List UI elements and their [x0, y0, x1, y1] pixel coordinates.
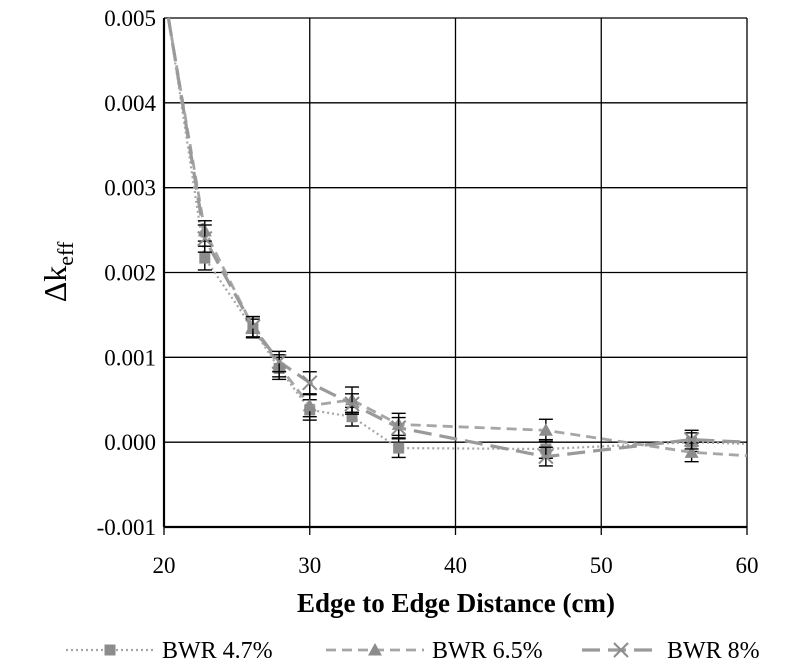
x-marker-stroke: [344, 396, 360, 412]
y-tick-label: 0.000: [104, 430, 156, 455]
legend-marker: [613, 642, 629, 658]
x-tick-label: 20: [153, 553, 176, 578]
series-3: [166, 17, 748, 467]
series-line: [166, 17, 748, 459]
data-point: [346, 411, 358, 423]
legend-item-1: BWR 4.7%: [66, 638, 273, 664]
series-layer: [166, 17, 748, 467]
y-tick-label: 0.005: [104, 6, 156, 31]
x-marker-stroke: [271, 353, 287, 370]
y-tick-label: 0.002: [104, 261, 156, 286]
x-marker-stroke: [245, 319, 261, 335]
legend: BWR 4.7% BWR 6.5% BWR 8%: [66, 638, 760, 664]
y-tick-label: 0.004: [104, 91, 156, 116]
x-marker-stroke: [302, 375, 318, 391]
data-point: [245, 319, 261, 335]
series-line: [167, 17, 748, 458]
y-axis-title: Δkeff: [37, 241, 78, 302]
data-point: [199, 252, 211, 264]
data-point: [344, 396, 360, 412]
series-line: [167, 17, 748, 451]
legend-item-2: BWR 6.5%: [326, 638, 543, 664]
x-tick-label: 60: [736, 553, 759, 578]
data-point: [393, 442, 405, 454]
y-tick-label: 0.003: [104, 176, 156, 201]
data-point: [302, 375, 318, 391]
x-marker-stroke: [613, 642, 629, 658]
axes: [162, 18, 748, 535]
y-axis-title-main: Δk: [37, 266, 73, 303]
x-marker-stroke: [538, 448, 554, 465]
legend-label: BWR 8%: [667, 638, 760, 664]
y-tick-label: 0.001: [104, 345, 156, 370]
legend-label: BWR 6.5%: [432, 638, 543, 664]
legend-label: BWR 4.7%: [162, 638, 273, 664]
legend-marker: [368, 643, 382, 656]
data-point: [538, 448, 554, 465]
data-point: [538, 423, 553, 436]
x-marker-stroke: [390, 420, 407, 436]
legend-item-3: BWR 8%: [582, 638, 760, 664]
y-tick-label: -0.001: [97, 515, 156, 540]
x-tick-label: 40: [444, 553, 467, 578]
y-axis-title-sub: eff: [53, 241, 78, 266]
x-tick-label: 50: [590, 553, 613, 578]
data-point: [197, 230, 213, 247]
x-marker-stroke: [197, 230, 213, 247]
x-tick-label: 30: [298, 553, 321, 578]
data-point: [302, 398, 317, 412]
data-point: [390, 420, 407, 436]
x-axis-title: Edge to Edge Distance (cm): [297, 588, 615, 618]
x-marker-stroke: [683, 431, 700, 448]
data-point: [684, 445, 699, 458]
data-point: [271, 353, 287, 370]
legend-marker: [104, 644, 116, 656]
data-point: [683, 431, 700, 448]
tick-labels: -0.001 0.000 0.001 0.002 0.003 0.004 0.005 20 30…: [97, 6, 759, 578]
